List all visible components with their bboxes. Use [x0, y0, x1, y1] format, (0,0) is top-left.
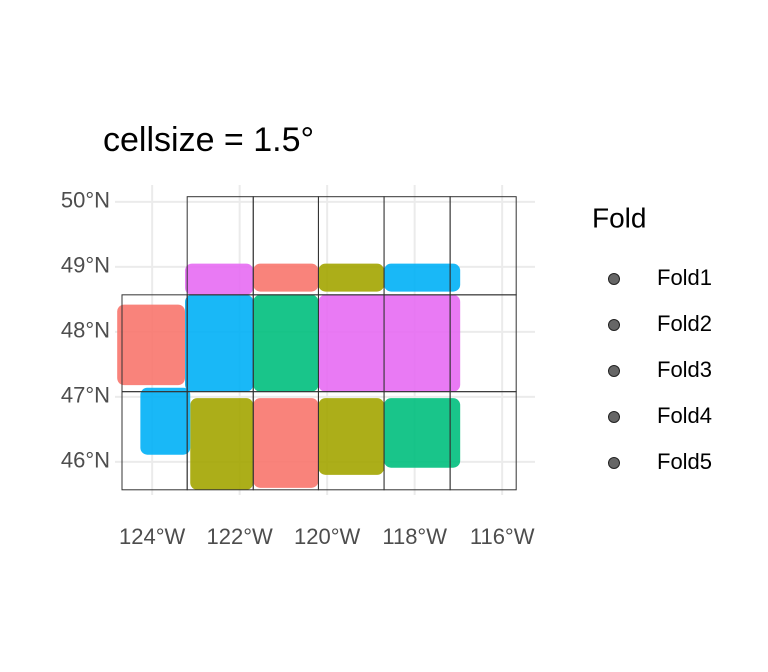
fold-region: [190, 398, 254, 490]
legend-marker: [608, 273, 620, 285]
legend-label: Fold2: [657, 311, 712, 336]
y-tick-label: 47°N: [61, 383, 110, 408]
legend-label: Fold3: [657, 357, 712, 382]
fold-region: [253, 398, 319, 488]
legend-title: Fold: [592, 202, 646, 233]
x-tick-label: 118°W: [382, 524, 447, 549]
y-tick-label: 49°N: [61, 253, 110, 278]
legend-marker: [608, 365, 620, 377]
fold-region: [384, 263, 461, 292]
legend-marker: [608, 457, 620, 469]
legend-marker: [608, 319, 620, 331]
y-tick-label: 48°N: [61, 318, 110, 343]
fold-region: [253, 263, 319, 292]
fold-region: [140, 387, 191, 455]
chart-title: cellsize = 1.5°: [103, 121, 314, 159]
fold-region: [253, 294, 319, 392]
legend-label: Fold5: [657, 449, 712, 474]
y-tick-label: 46°N: [61, 448, 110, 473]
fold-region: [318, 294, 461, 392]
fold-region: [185, 263, 254, 295]
y-tick-label: 50°N: [61, 188, 110, 213]
fold-region: [384, 398, 461, 468]
x-tick-label: 122°W: [207, 524, 274, 549]
x-tick-label: 124°W: [119, 524, 186, 549]
fold-region: [117, 304, 185, 386]
x-tick-label: 116°W: [470, 524, 535, 549]
legend-marker: [608, 411, 620, 423]
legend-label: Fold1: [657, 265, 712, 290]
x-tick-label: 120°W: [294, 524, 361, 549]
legend-label: Fold4: [657, 403, 712, 428]
fold-region: [185, 294, 254, 392]
fold-region: [318, 263, 385, 292]
fold-region: [318, 398, 385, 475]
grid-cell: [449, 391, 517, 491]
